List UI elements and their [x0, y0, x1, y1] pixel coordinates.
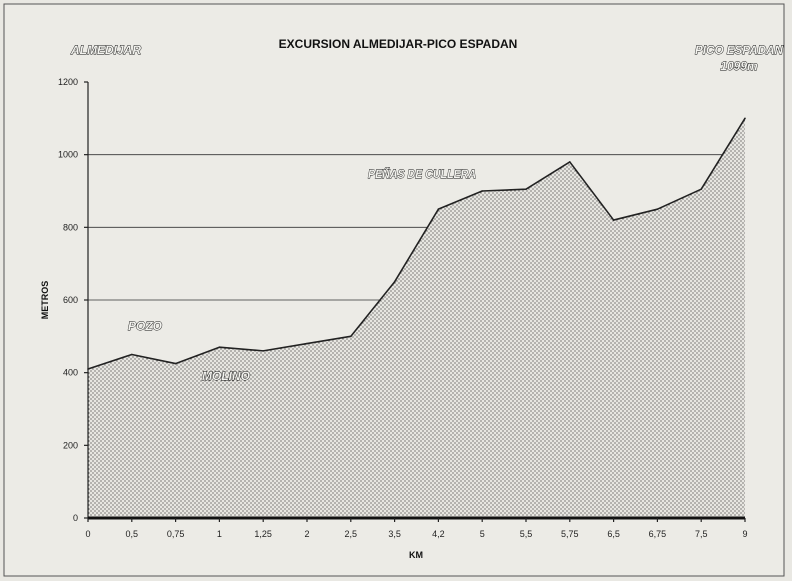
data-point [350, 335, 352, 338]
data-point [612, 219, 615, 221]
data-point [262, 350, 265, 352]
data-point [481, 190, 484, 192]
annotation-pico-altitude: 1099m [720, 59, 758, 73]
x-tick-label: 2 [304, 529, 309, 539]
data-point [306, 342, 308, 345]
annotation-pico-espadan: PICO ESPADAN [695, 43, 783, 57]
data-point [700, 188, 702, 190]
x-tick-label: 1,25 [254, 529, 272, 539]
x-tick-labels: 0 0,5 0,75 1 1,25 2 2,5 3,5 4,2 5 5,5 5,75 6,5 6,75 7,… [85, 529, 747, 539]
y-tick-label: 400 [63, 368, 78, 378]
x-tick-label: 2,5 [345, 529, 358, 539]
y-tick-label: 1200 [58, 77, 78, 87]
annotations: ALMEDIJAR PICO ESPADAN 1099m PEÑAS DE CU… [70, 43, 784, 384]
x-tick-label: 7,5 [695, 529, 708, 539]
x-tick-label: 0,5 [126, 529, 139, 539]
elevation-area [88, 118, 745, 518]
x-tick-label: 6,5 [607, 529, 620, 539]
annotation-almedijar: ALMEDIJAR [70, 43, 141, 57]
x-tick-label: 5,5 [520, 529, 533, 539]
x-tick-label: 1 [217, 529, 222, 539]
data-point [437, 208, 440, 210]
chart-title: EXCURSION ALMEDIJAR-PICO ESPADAN [279, 37, 518, 51]
x-tick-label: 9 [742, 529, 747, 539]
elevation-line [87, 117, 746, 370]
x-axis-title: KM [409, 550, 423, 560]
y-tick-label: 0 [73, 513, 78, 523]
data-point [174, 362, 177, 365]
data-point [218, 346, 221, 349]
data-point [744, 117, 746, 120]
x-tick-label: 5,75 [561, 529, 579, 539]
x-tick-label: 3,5 [388, 529, 401, 539]
annotation-pozo: POZO [128, 319, 163, 333]
x-tick-label: 0,75 [167, 529, 185, 539]
x-tick-label: 5 [480, 529, 485, 539]
y-tick-label: 600 [63, 295, 78, 305]
data-point [569, 161, 571, 163]
y-tick-label: 1000 [58, 150, 78, 160]
axes [84, 81, 746, 522]
data-point [131, 353, 133, 356]
x-tick-label: 4,2 [432, 529, 445, 539]
data-point [656, 208, 659, 210]
y-tick-labels: 0 200 400 600 800 1000 1200 [58, 77, 78, 523]
data-point [393, 281, 396, 283]
x-tick-label: 6,75 [649, 529, 667, 539]
y-axis-title: METROS [40, 281, 50, 320]
y-tick-label: 200 [63, 440, 78, 450]
annotation-molino: MOLINO [202, 369, 251, 383]
annotation-penas-de-cullera: PEÑAS DE CULLERA [368, 166, 476, 181]
data-point [525, 188, 527, 190]
x-tick-label: 0 [85, 529, 90, 539]
y-tick-label: 800 [63, 222, 78, 232]
